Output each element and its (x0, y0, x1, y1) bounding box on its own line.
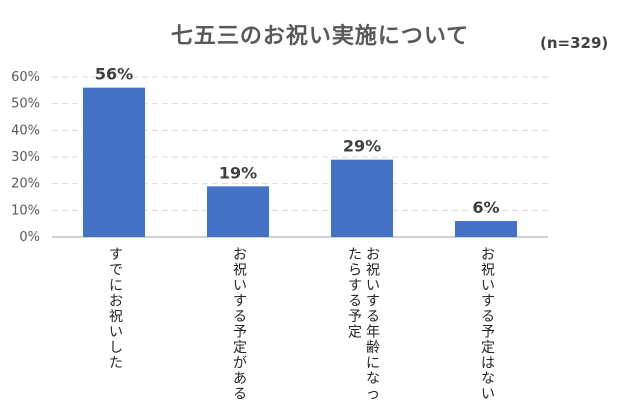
category-label-char: い (366, 278, 380, 294)
data-label: 6% (472, 198, 499, 217)
category-label-char: 祝 (109, 309, 123, 325)
category-label-char: な (481, 371, 495, 387)
category-label-char: し (109, 340, 123, 356)
category-label-char: お (481, 247, 495, 263)
category-label-char: す (109, 247, 123, 263)
category-label-char: お (233, 247, 247, 263)
bar (207, 186, 269, 237)
category-label-char: あ (233, 371, 247, 387)
category-label-char: る (348, 294, 362, 310)
category-label-char: 予 (481, 325, 495, 341)
data-label: 19% (219, 163, 257, 182)
y-tick-label: 10% (11, 203, 40, 218)
category-label-char: に (109, 278, 123, 294)
y-tick-label: 60% (11, 70, 40, 85)
bar (331, 159, 393, 237)
category-label-char: い (233, 278, 247, 294)
category-label-char: 祝 (233, 263, 247, 279)
category-label-char: た (109, 356, 123, 372)
category-label-char: 定 (481, 340, 495, 356)
category-label-char: っ (366, 387, 380, 403)
category-label-char: に (366, 356, 380, 372)
category-label-char: お (366, 247, 380, 263)
sample-size-note: (n=329) (540, 34, 609, 52)
category-label-char: 予 (348, 309, 362, 325)
category-label-char: お (109, 294, 123, 310)
category-label-char: い (109, 325, 123, 341)
category-label-char: い (481, 278, 495, 294)
data-label: 29% (343, 137, 381, 156)
category-label-char: 祝 (366, 263, 380, 279)
y-tick-label: 20% (11, 177, 40, 192)
category-label-char: る (481, 309, 495, 325)
category-label-char: る (366, 309, 380, 325)
y-tick-label: 50% (11, 97, 40, 112)
category-label-char: す (233, 294, 247, 310)
category-label-char: た (348, 247, 362, 263)
data-label: 56% (95, 65, 133, 84)
category-label-char: で (109, 263, 123, 279)
category-label-char: す (481, 294, 495, 310)
category-label-char: 定 (233, 340, 247, 356)
category-label-char: が (233, 356, 247, 372)
category-label-char: 齢 (366, 340, 380, 356)
category-label-char: な (366, 371, 380, 387)
category-label-char: ら (348, 263, 362, 279)
category-label-char: る (233, 309, 247, 325)
bar (455, 221, 517, 237)
bar (83, 87, 145, 238)
category-label-char: は (481, 356, 495, 372)
y-tick-label: 0% (19, 230, 40, 245)
category-label-char: 年 (366, 325, 380, 341)
category-label-char: い (481, 387, 495, 403)
category-label-char: 定 (348, 325, 362, 341)
category-label-char: す (348, 278, 362, 294)
category-label-char: 予 (233, 325, 247, 341)
y-tick-label: 30% (11, 150, 40, 165)
y-tick-label: 40% (11, 123, 40, 138)
chart-title: 七五三のお祝い実施について (170, 24, 470, 49)
category-label-char: す (366, 294, 380, 310)
category-label-char: る (233, 387, 247, 403)
category-label-char: 祝 (481, 263, 495, 279)
